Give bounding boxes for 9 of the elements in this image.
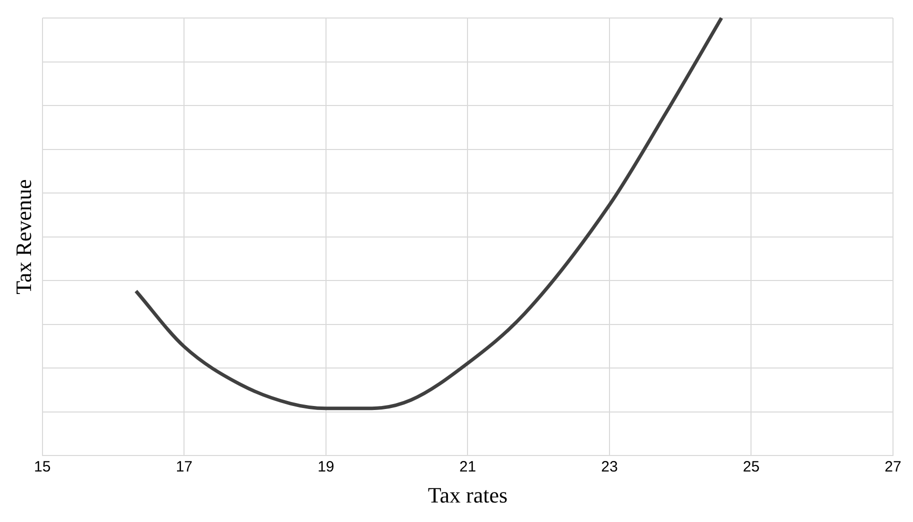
y-axis-title: Tax Revenue (10, 179, 36, 294)
x-tick-label: 17 (176, 458, 193, 476)
x-axis-title: Tax rates (428, 482, 508, 508)
x-tick-label: 27 (884, 458, 902, 476)
x-tick-label: 15 (34, 458, 51, 476)
x-tick-label: 23 (601, 458, 618, 476)
x-tick-label: 19 (318, 458, 334, 476)
x-tick-label: 21 (459, 458, 476, 476)
x-tick-label: 25 (742, 458, 760, 476)
